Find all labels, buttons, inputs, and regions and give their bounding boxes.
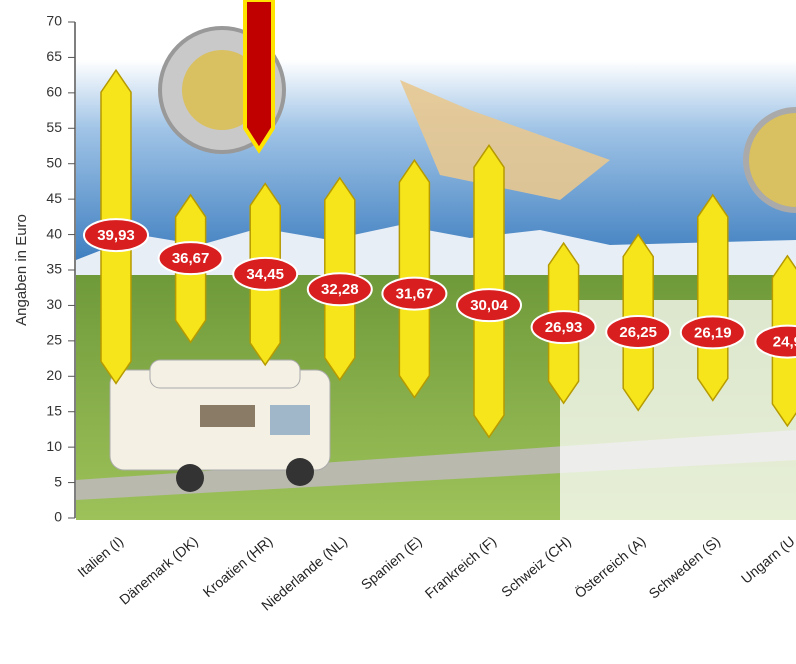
- value-marker: [306, 272, 373, 307]
- value-label: 26,25: [619, 324, 657, 341]
- value-marker: [83, 218, 149, 253]
- x-tick-label: Österreich (A): [571, 532, 649, 601]
- x-tick-label: Kroatien (HR): [200, 533, 276, 600]
- value-marker: [456, 288, 522, 323]
- y-tick-label: 25: [46, 332, 62, 348]
- value-marker: [679, 315, 746, 350]
- value-marker: [754, 324, 796, 359]
- value-label: 26,19: [694, 324, 732, 341]
- y-tick-label: 60: [46, 84, 62, 100]
- x-tick-label: Ungarn (U: [738, 533, 796, 587]
- value-label: 32,28: [321, 281, 359, 298]
- y-tick-label: 5: [54, 473, 62, 489]
- y-axis-label: Angaben in Euro: [13, 214, 30, 326]
- x-tick-label: Spanien (E): [358, 533, 425, 593]
- y-tick-label: 40: [46, 225, 62, 241]
- x-tick-label: Schweiz (CH): [498, 533, 574, 600]
- y-tick-label: 0: [54, 509, 62, 525]
- x-tick-label: Italien (I): [74, 533, 126, 580]
- value-label: 30,04: [470, 297, 508, 314]
- value-marker: [381, 276, 448, 311]
- value-label: 24,9: [773, 334, 796, 351]
- y-tick-label: 65: [46, 48, 62, 64]
- camper: [109, 359, 331, 492]
- y-tick-label: 70: [46, 13, 62, 29]
- y-tick-label: 35: [46, 261, 62, 277]
- y-tick-label: 50: [46, 154, 62, 170]
- value-label: 26,93: [545, 319, 583, 336]
- marks: 39,93 36,67 34,45 32,28 31,67 30,04 26,93 26,25…: [83, 68, 796, 439]
- x-tick-label: Dänemark (DK): [116, 533, 201, 608]
- y-tick-label: 20: [46, 367, 62, 383]
- value-marker: [157, 241, 224, 276]
- value-marker: [530, 310, 597, 345]
- value-marker: [232, 256, 299, 291]
- value-label: 36,67: [172, 250, 210, 267]
- value-label: 34,45: [246, 266, 284, 283]
- value-label: 39,93: [97, 227, 135, 244]
- value-label: 31,67: [396, 286, 434, 303]
- y-tick-label: 55: [46, 119, 62, 135]
- y-tick-label: 45: [46, 190, 62, 206]
- x-tick-label: Frankreich (F): [422, 533, 500, 602]
- value-marker: [605, 315, 672, 349]
- y-tick-label: 30: [46, 296, 62, 312]
- y-tick-label: 10: [46, 438, 62, 454]
- y-tick-label: 15: [46, 402, 62, 418]
- x-tick-label: Schweden (S): [645, 533, 723, 602]
- pointer-arrow: [243, 0, 275, 154]
- range-arrow: [697, 193, 729, 402]
